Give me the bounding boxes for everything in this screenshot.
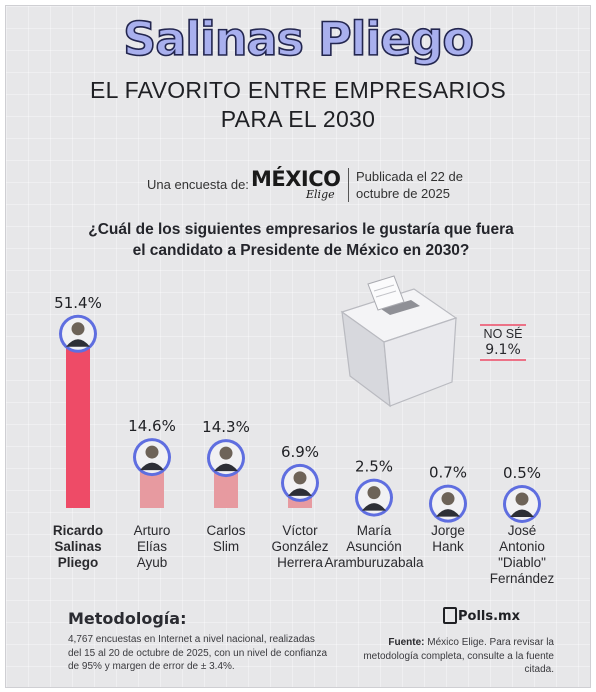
value-label: 2.5%	[355, 458, 393, 476]
no-se-annotation: NO SÉ 9.1%	[480, 324, 526, 361]
category-label: Arturo	[134, 523, 171, 538]
source-row: Una encuesta de: MÉXICO Elige Publicada …	[6, 166, 590, 204]
publication-date: Publicada el 22 de octubre de 2025	[356, 169, 463, 201]
category-label: Herrera	[277, 555, 323, 570]
avatar-head	[441, 492, 455, 506]
avatar-head	[293, 471, 307, 485]
source-note-text: México Elige. Para revisar la metodologí…	[363, 637, 554, 675]
value-label: 51.4%	[54, 294, 102, 312]
infographic: Salinas Pliego EL FAVORITO ENTRE EMPRESA…	[5, 5, 591, 688]
source-label: Una encuesta de:	[147, 177, 249, 192]
avatar-body	[362, 503, 386, 511]
category-label: Hank	[432, 539, 464, 554]
category-label: Salinas	[54, 539, 101, 554]
avatar-body	[140, 462, 164, 471]
avatar-body	[66, 339, 90, 347]
no-se-label: NO SÉ	[484, 326, 523, 341]
page-subtitle: EL FAVORITO ENTRE EMPRESARIOS PARA EL 20…	[6, 76, 590, 134]
avatar-head	[145, 445, 159, 459]
methodology-title: Metodología:	[68, 609, 187, 628]
bar	[66, 335, 90, 508]
category-label: Aramburuzabala	[324, 555, 424, 570]
avatar-body	[288, 488, 312, 496]
category-label: Fernández	[490, 571, 555, 586]
category-label: Víctor	[282, 523, 318, 538]
survey-question: ¿Cuál de los siguientes empresarios le g…	[88, 221, 514, 259]
value-label: 6.9%	[281, 443, 319, 461]
category-label: Carlos	[206, 523, 245, 538]
subtitle-line-1: EL FAVORITO ENTRE EMPRESARIOS	[90, 77, 506, 103]
avatar-head	[71, 322, 85, 336]
no-se-value: 9.1%	[485, 342, 521, 358]
value-label: 0.7%	[429, 464, 467, 482]
avatar-head	[515, 492, 529, 506]
polls-logo-icon	[443, 607, 457, 624]
source-note: Fuente: México Elige. Para revisar la me…	[358, 636, 554, 677]
avatar-body	[214, 463, 238, 472]
category-label: Elías	[137, 539, 167, 554]
subtitle-line-2: PARA EL 2030	[220, 106, 376, 132]
source-note-label: Fuente:	[388, 637, 425, 648]
value-label: 14.3%	[202, 418, 250, 436]
polls-brand: Polls.mx	[458, 609, 520, 624]
value-label: 0.5%	[503, 464, 541, 482]
avatar-body	[436, 509, 460, 517]
mexico-elige-logo: MÉXICO	[251, 167, 341, 191]
category-label: Ricardo	[53, 523, 103, 538]
page-title: Salinas Pliego	[122, 11, 474, 67]
category-label: Ayub	[137, 555, 168, 570]
avatar-body	[510, 509, 534, 517]
avatar-head	[367, 486, 381, 500]
mexico-elige-logo-sub: Elige	[306, 188, 335, 201]
category-label: José	[508, 523, 537, 538]
category-label: Pliego	[58, 555, 99, 570]
category-label: González	[271, 539, 328, 554]
methodology-text: 4,767 encuestas en Internet a nivel naci…	[68, 634, 328, 672]
category-label: Antonio	[499, 539, 545, 554]
category-label: María	[357, 523, 392, 538]
category-label: Slim	[213, 539, 239, 554]
category-label: Asunción	[346, 539, 402, 554]
category-label: Jorge	[431, 523, 465, 538]
source-divider	[348, 168, 349, 202]
value-label: 14.6%	[128, 417, 176, 435]
category-label: "Diablo"	[498, 555, 546, 570]
ballot-box-icon	[340, 275, 458, 408]
avatar-head	[219, 446, 233, 460]
